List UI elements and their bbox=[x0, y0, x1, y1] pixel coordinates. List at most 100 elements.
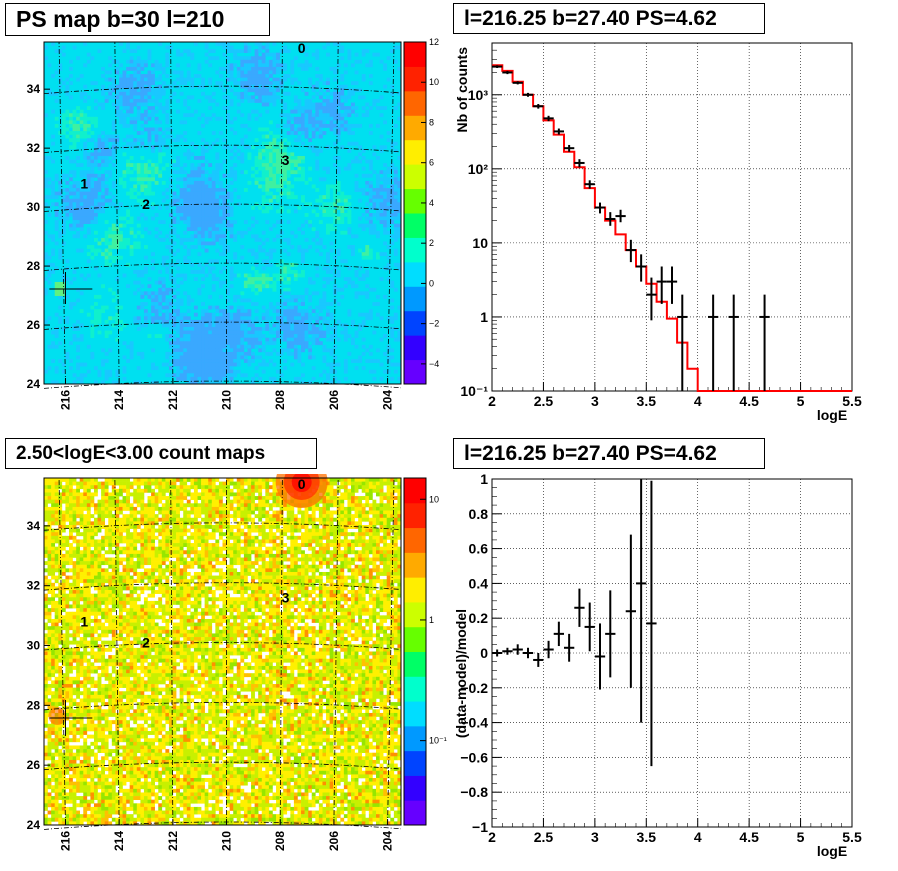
ps-map-cell bbox=[97, 373, 102, 378]
ps-map-cell bbox=[304, 63, 309, 68]
ps-map-cell bbox=[361, 344, 366, 349]
ps-map-cell bbox=[293, 234, 298, 239]
ps-map-cell bbox=[79, 380, 84, 385]
ps-map-cell bbox=[315, 109, 320, 114]
ps-map-cell bbox=[258, 166, 263, 171]
ps-map-cell bbox=[140, 123, 145, 128]
ps-map-cell bbox=[72, 277, 77, 281]
ps-map-cell bbox=[236, 109, 241, 114]
ps-map-cell bbox=[272, 323, 277, 328]
ps-map-cell bbox=[261, 74, 266, 78]
ps-map-cell bbox=[236, 56, 241, 61]
count-map-cell bbox=[258, 506, 263, 511]
ps-map-cell bbox=[229, 66, 234, 71]
ps-map-cell bbox=[265, 159, 270, 164]
ps-map-cell bbox=[311, 88, 316, 93]
ps-map-cell bbox=[90, 163, 95, 167]
ps-map-cell bbox=[193, 74, 198, 78]
ps-map-cell bbox=[111, 127, 116, 132]
ps-map-cell bbox=[254, 284, 259, 289]
ps-map-cell bbox=[393, 45, 398, 50]
ps-map-cell bbox=[197, 198, 202, 203]
ps-map-cell bbox=[351, 123, 355, 128]
ps-map-cell bbox=[186, 316, 191, 321]
ps-map-cell bbox=[222, 341, 227, 346]
ps-map-cell bbox=[336, 220, 341, 224]
ps-map-cell bbox=[340, 84, 345, 89]
ps-map-cell bbox=[86, 191, 91, 196]
ps-map-cell bbox=[361, 273, 366, 278]
ps-map-cell bbox=[301, 177, 305, 182]
ps-map-cell bbox=[258, 327, 263, 331]
count-map-cell bbox=[118, 481, 123, 486]
count-map-cell bbox=[136, 496, 141, 500]
ps-map-cell bbox=[258, 334, 263, 338]
ps-map-cell bbox=[211, 284, 216, 289]
ps-map-cell bbox=[336, 138, 341, 143]
ps-map-cell bbox=[197, 344, 202, 349]
ps-map-cell bbox=[315, 166, 320, 171]
ps-map-cell bbox=[186, 341, 191, 346]
ps-map-cell bbox=[197, 220, 202, 224]
ps-map-cell bbox=[118, 180, 123, 185]
ps-map-cell bbox=[283, 291, 288, 296]
ps-map-cell bbox=[354, 273, 359, 278]
ps-map-cell bbox=[54, 344, 59, 349]
ps-map-cell bbox=[354, 106, 359, 110]
ps-map-cell bbox=[329, 91, 334, 96]
ps-map-cell bbox=[329, 113, 334, 118]
ps-map-cell bbox=[93, 152, 98, 157]
ps-map-cell bbox=[379, 59, 384, 64]
ps-map-cell bbox=[115, 294, 120, 299]
ps-map-cell bbox=[136, 81, 141, 86]
ps-map-cell bbox=[240, 159, 245, 164]
count-map-cell bbox=[111, 492, 116, 497]
count-map-cell bbox=[236, 499, 241, 504]
ps-map-cell bbox=[390, 280, 395, 285]
ps-map-cell bbox=[208, 376, 213, 381]
ps-map-cell bbox=[136, 273, 141, 278]
ps-map-cell bbox=[308, 177, 313, 182]
ps-map-cell bbox=[329, 123, 334, 128]
ps-map-cell bbox=[254, 309, 259, 314]
ps-map-cell bbox=[204, 220, 209, 224]
ps-map-cell bbox=[229, 227, 234, 232]
ps-map-cell bbox=[154, 294, 159, 299]
ps-map-cell bbox=[93, 366, 98, 371]
ps-map-cell bbox=[215, 341, 220, 346]
ps-map-cell bbox=[333, 66, 338, 71]
ps-map-cell bbox=[47, 316, 52, 321]
ps-map-cell bbox=[204, 327, 209, 331]
ps-map-cell bbox=[301, 109, 305, 114]
ps-map-cell bbox=[376, 230, 380, 235]
ps-map-cell bbox=[251, 145, 255, 150]
ps-map-cell bbox=[86, 152, 91, 157]
ps-map-cell bbox=[318, 109, 323, 114]
ps-map-cell bbox=[251, 280, 255, 285]
count-map-cell bbox=[229, 478, 234, 482]
ps-map-cell bbox=[204, 195, 209, 200]
ps-map-cell bbox=[76, 123, 80, 128]
ps-map-cell bbox=[108, 84, 113, 89]
count-map-cell bbox=[161, 506, 166, 511]
ps-map-cell bbox=[229, 277, 234, 281]
count-map-cell bbox=[129, 492, 134, 497]
ps-map-cell bbox=[272, 273, 277, 278]
ps-map-cell bbox=[111, 241, 116, 246]
count-map-cell bbox=[108, 510, 113, 515]
ps-map-cell bbox=[122, 341, 127, 346]
ps-map-cell bbox=[268, 305, 273, 310]
ps-map-cell bbox=[383, 66, 388, 71]
ps-map-cell bbox=[140, 166, 145, 171]
ps-map-cell bbox=[293, 177, 298, 182]
ps-map-cell bbox=[208, 294, 213, 299]
ps-map-cell bbox=[333, 106, 338, 110]
ps-map-cell bbox=[258, 159, 263, 164]
ps-map-cell bbox=[243, 230, 248, 235]
ps-map-cell bbox=[197, 202, 202, 207]
count-map-cell bbox=[322, 496, 327, 500]
ps-map-cell bbox=[393, 252, 398, 257]
count-map-cell bbox=[104, 503, 109, 508]
ps-map-cell bbox=[261, 148, 266, 153]
ps-map-cell bbox=[308, 294, 313, 299]
